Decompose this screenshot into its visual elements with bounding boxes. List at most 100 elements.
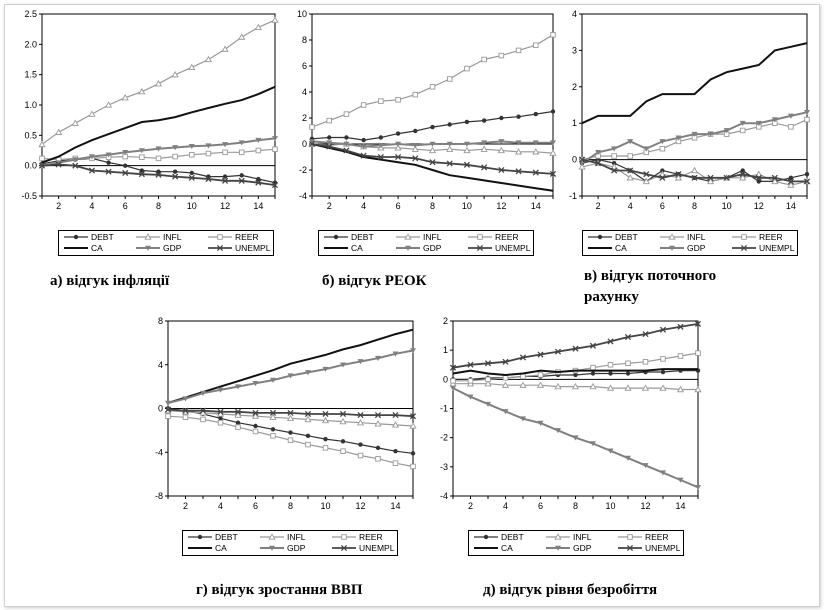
legend-label: REER [645,532,669,542]
x-tick-label: 8 [288,501,293,511]
legend-item-debt: DEBT [64,232,114,242]
x-tick-label: 6 [538,501,543,511]
point-debt [660,369,666,375]
point-reer [550,32,556,38]
y-tick-label: 0.0 [24,161,37,171]
point-unempl [252,409,259,416]
point-gdp [217,387,224,393]
point-unempl [739,171,746,178]
y-tick-label: 2 [572,82,577,92]
point-infl [554,382,562,390]
legend-item-unempl: UNEMPL [732,243,795,253]
point-gdp [707,131,714,137]
x-tick-label: 4 [361,201,366,211]
point-infl [171,70,179,78]
legend-marker [740,244,748,252]
point-unempl [449,364,457,371]
point-gdp [255,137,262,143]
point-reer [739,127,746,134]
point-gdp [138,148,145,154]
caption-a: а) відгук інфляції [50,273,170,289]
y-tick-label: 1 [572,118,577,128]
point-debt [378,135,384,140]
point-gdp [739,120,746,126]
series-unempl [449,320,702,371]
point-unempl [803,178,811,185]
legend-marker [197,534,203,540]
point-debt [410,451,416,456]
legend-label: INFL [573,532,592,542]
point-infl [606,384,615,391]
point-gdp [787,113,794,119]
point-infl [221,45,229,52]
point-reer [412,91,419,98]
point-gdp [723,128,730,134]
point-gdp [463,141,470,147]
point-reer [395,97,401,103]
y-tick-label: 2 [302,113,307,123]
x-tick-label: 8 [573,501,578,511]
point-gdp [502,409,509,415]
legend-marker [145,245,151,251]
point-debt [550,109,556,114]
point-reer [804,116,810,123]
point-unempl [519,354,527,361]
point-reer [375,456,381,462]
series-ca [452,368,698,377]
legend-label: GDP [573,543,592,553]
point-gdp [804,109,810,116]
legend-a: DEBT INFL REER CA GDP UNEMPL [58,230,274,256]
point-gdp [498,139,505,145]
point-unempl [339,410,347,418]
point-infl [626,174,634,181]
point-reer [39,155,45,162]
point-debt [481,118,487,123]
point-reer [139,154,145,160]
series-reer [165,413,416,470]
point-unempl [360,152,367,159]
x-tick-label: 2 [468,501,473,511]
x-tick-label: 4 [503,501,508,511]
point-infl [497,146,505,154]
point-infl [304,415,312,423]
legend-item-infl: INFL [546,532,592,542]
point-infl [154,80,163,87]
point-debt [235,420,241,425]
y-tick-label: 2 [443,316,448,326]
legend-item-debt: DEBT [474,532,524,542]
y-tick-label: 0.5 [24,130,37,140]
point-gdp [642,463,649,469]
point-reer [498,52,505,59]
legend-item-unempl: UNEMPL [332,543,395,553]
x-tick-label: 10 [605,501,615,511]
series-unempl [308,140,557,177]
legend-item-gdp: GDP [660,243,706,253]
point-gdp [72,157,79,163]
point-infl [480,145,488,152]
point-gdp [611,146,618,152]
point-gdp [643,146,650,152]
point-infl [463,146,471,154]
point-infl [321,416,330,424]
legend-marker [333,234,339,240]
point-infl [391,421,400,428]
point-unempl [255,179,262,186]
legend-marker [483,534,489,540]
y-tick-label: -1 [440,404,448,414]
point-reer [205,150,212,157]
chart-gdp-growth-response: 8 4 0 -4 -8 2 4 6 8 10 12 14 [155,316,417,511]
y-tick-label: 8 [158,316,163,326]
legend-marker [340,544,348,552]
point-debt [358,442,363,447]
legend-marker [269,545,275,551]
x-tick-label: 8 [692,201,697,211]
point-unempl [537,351,544,358]
series-line-ca [452,368,698,377]
point-infl [411,145,419,152]
legend-item-reer: REER [332,532,383,542]
point-gdp [340,362,346,368]
point-unempl [578,156,586,163]
point-gdp [88,154,95,160]
y-tick-label: -0.5 [21,191,37,201]
